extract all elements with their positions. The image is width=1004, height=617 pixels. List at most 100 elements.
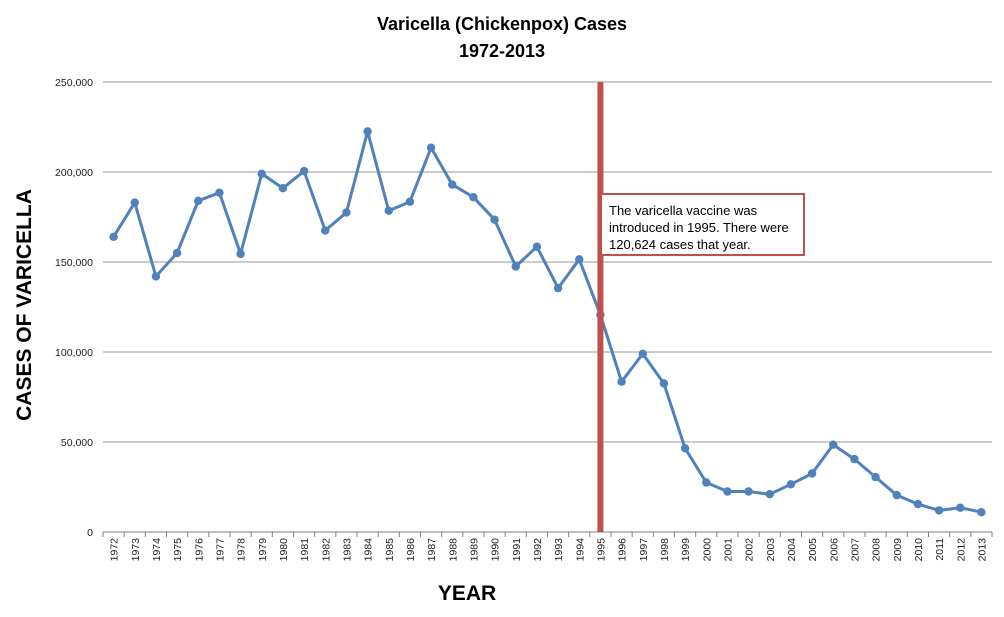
data-point: [934, 506, 944, 515]
x-tick-label: 1983: [341, 538, 353, 562]
x-tick-label: 2013: [976, 538, 988, 562]
x-tick-label: 2010: [913, 538, 925, 562]
data-point: [278, 184, 288, 193]
x-tick-label: 2005: [807, 538, 819, 562]
data-point: [744, 487, 753, 496]
x-tick-label: 2004: [786, 538, 798, 562]
data-point: [553, 283, 563, 293]
data-point: [638, 349, 647, 358]
data-point: [532, 242, 542, 251]
x-axis: [102, 531, 993, 537]
data-point: [426, 143, 436, 152]
x-tick-label: 1996: [617, 538, 629, 562]
data-point: [807, 469, 817, 478]
x-tick-label: 1988: [447, 538, 459, 562]
x-tick-label: 1993: [553, 538, 565, 562]
data-point: [469, 193, 478, 202]
data-point: [871, 472, 880, 482]
x-tick-label: 1974: [151, 538, 163, 562]
data-point: [321, 226, 330, 235]
y-axis-title: CASES OF VARICELLA: [13, 189, 36, 421]
data-point: [130, 198, 139, 207]
data-point: [384, 206, 393, 215]
data-point: [448, 180, 457, 189]
x-tick-label: 1980: [278, 538, 290, 562]
data-point: [786, 480, 796, 489]
x-tick-label: 1972: [109, 538, 121, 562]
data-point: [151, 272, 161, 281]
data-point: [257, 169, 266, 178]
x-tick-label: 1987: [426, 538, 438, 562]
data-point: [680, 444, 690, 453]
x-tick-label: 1982: [320, 538, 332, 562]
chart-subtitle: 1972-2013: [459, 41, 545, 61]
x-tick-label: 1979: [257, 538, 269, 562]
data-point: [575, 255, 584, 264]
y-tick-labels: 0 50,000 100,000 150,000 200,000 250,000: [55, 77, 93, 539]
vaccine-marker-line: [597, 82, 604, 532]
x-tick-label: 2012: [955, 538, 967, 562]
x-tick-label: 2009: [892, 538, 904, 562]
x-tick-label: 1981: [299, 538, 311, 562]
x-tick-label: 1978: [236, 538, 248, 562]
x-tick-label: 1976: [193, 538, 205, 562]
x-tick-label: 2003: [765, 538, 777, 562]
x-tick-label: 1992: [532, 538, 544, 562]
data-point: [850, 454, 859, 464]
x-tick-label: 1998: [659, 538, 671, 562]
x-tick-label: 1977: [214, 538, 226, 562]
data-point: [892, 490, 901, 500]
x-tick-label: 2008: [871, 538, 883, 562]
x-axis-title: YEAR: [438, 582, 496, 605]
series-line: [112, 130, 982, 514]
data-points: [109, 127, 986, 517]
annotation-text: The varicella vaccine was introduced in …: [609, 203, 789, 252]
x-tick-label: 2011: [934, 538, 946, 561]
data-point: [405, 197, 415, 206]
data-point: [702, 478, 711, 487]
x-tick-label: 2007: [849, 538, 861, 562]
data-point: [194, 196, 203, 205]
y-tick-label: 50,000: [61, 437, 93, 449]
y-tick-label: 150,000: [55, 257, 93, 269]
chart-title: Varicella (Chickenpox) Cases: [377, 14, 627, 34]
data-point: [617, 377, 626, 386]
data-point: [490, 215, 499, 224]
x-tick-label: 1975: [172, 538, 184, 562]
x-tick-label: 2001: [722, 538, 734, 562]
x-tick-label: 1989: [468, 538, 480, 562]
x-tick-label: 1985: [384, 538, 396, 562]
y-tick-label: 0: [87, 527, 93, 539]
data-point: [956, 503, 965, 512]
x-tick-label: 1991: [511, 538, 523, 562]
data-point: [511, 262, 520, 271]
data-point: [723, 487, 732, 496]
vaccine-annotation-box: The varicella vaccine was introduced in …: [600, 193, 805, 256]
data-point: [215, 188, 224, 197]
y-tick-label: 250,000: [55, 77, 93, 89]
data-point: [659, 379, 669, 388]
data-point: [765, 490, 774, 499]
data-point: [299, 166, 309, 176]
x-tick-label: 1984: [363, 538, 375, 562]
data-point: [236, 249, 245, 259]
x-tick-label: 1995: [595, 538, 607, 562]
x-tick-label: 2002: [744, 538, 756, 562]
x-tick-label: 1994: [574, 538, 586, 562]
data-point: [977, 508, 986, 517]
x-tick-label: 2006: [828, 538, 840, 562]
x-tick-label: 2000: [701, 538, 713, 562]
data-point: [172, 248, 182, 258]
data-point: [109, 232, 118, 241]
x-tick-label: 1999: [680, 538, 692, 562]
x-tick-label: 1997: [638, 538, 650, 562]
y-tick-label: 200,000: [55, 167, 93, 179]
x-tick-label: 1990: [490, 538, 502, 562]
x-tick-label: 1986: [405, 538, 417, 562]
data-point: [363, 127, 372, 136]
data-point: [342, 208, 351, 217]
data-point: [913, 499, 923, 509]
y-tick-label: 100,000: [55, 347, 93, 359]
x-tick-labels: 1972 1973 1974 1975 1976 1977 1978 1979 1980 1981…: [109, 538, 989, 562]
